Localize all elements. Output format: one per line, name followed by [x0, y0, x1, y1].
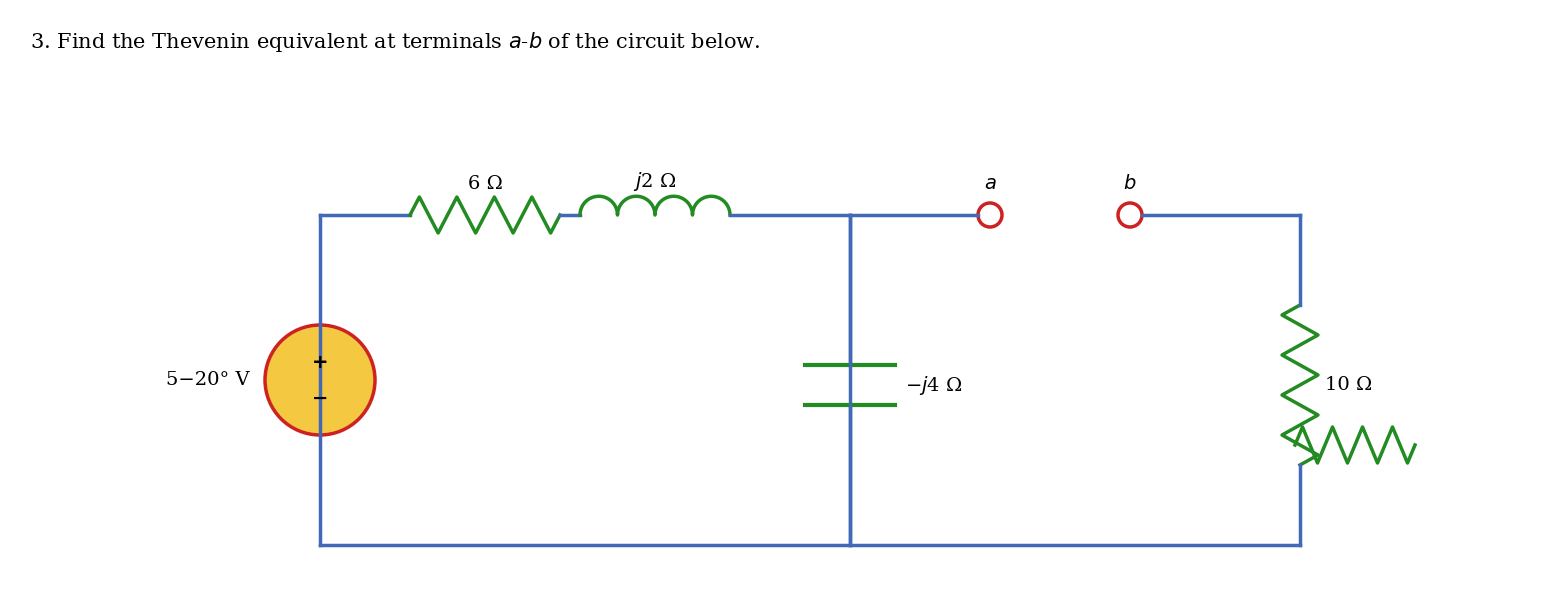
Text: 6 Ω: 6 Ω [467, 175, 502, 193]
Text: $j$2 Ω: $j$2 Ω [633, 170, 677, 193]
Text: 10 Ω: 10 Ω [1325, 376, 1372, 394]
Text: +: + [312, 352, 328, 371]
Text: −$j$4 Ω: −$j$4 Ω [905, 373, 963, 397]
Circle shape [265, 325, 375, 435]
Text: 5−20° V: 5−20° V [166, 371, 249, 389]
Text: $a$: $a$ [983, 175, 996, 193]
Text: $b$: $b$ [1123, 174, 1137, 193]
Text: 3. Find the Thevenin equivalent at terminals $a$-$b$ of the circuit below.: 3. Find the Thevenin equivalent at termi… [30, 30, 760, 54]
Text: −: − [312, 389, 328, 408]
